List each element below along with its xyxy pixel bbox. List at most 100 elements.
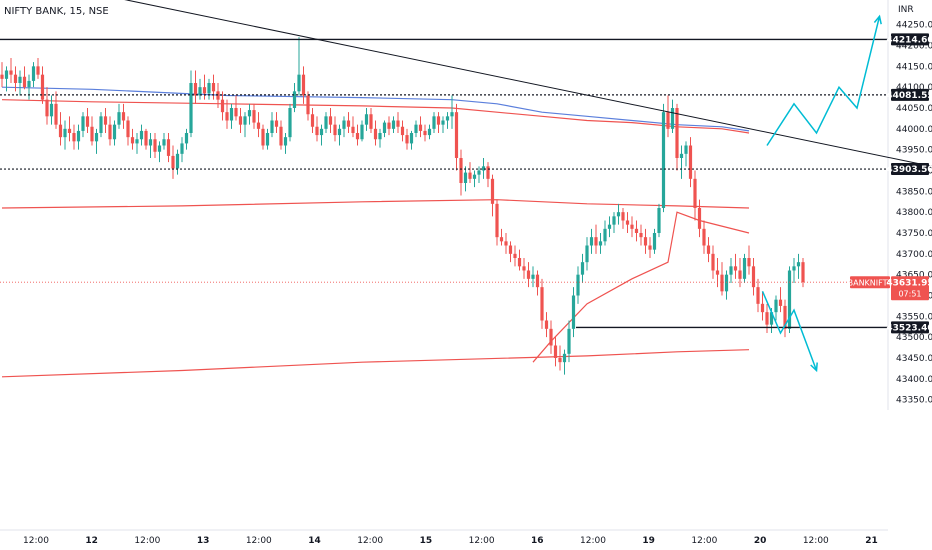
candle-body (648, 245, 652, 250)
candle-body (81, 116, 85, 131)
candle-body (441, 120, 445, 125)
current-price-label: 43631.95 (886, 278, 932, 288)
price-tick-label: 43450.00 (896, 354, 932, 364)
candle-body (598, 241, 603, 246)
candle-body (756, 287, 760, 304)
candle-body (504, 241, 508, 246)
candle-body (67, 128, 72, 133)
candle-body (733, 266, 738, 271)
candle-body (166, 139, 171, 156)
candle-body (103, 116, 108, 125)
level-badge-label: 43903.50 (886, 165, 932, 175)
candle-body (738, 270, 742, 279)
time-tick-label: 12 (85, 536, 98, 546)
price-tick-label: 44200.00 (896, 42, 932, 52)
candle-body (607, 224, 612, 229)
symbol-tag-label: BANKNIFTY (848, 278, 893, 287)
candle-body (499, 237, 504, 242)
candle-body (324, 116, 328, 129)
candle-body (774, 299, 778, 313)
time-tick-label: 12:00 (246, 536, 272, 546)
candle-body (724, 274, 729, 292)
candle-body (387, 122, 391, 129)
candle-body (9, 70, 13, 75)
candle-body (684, 145, 688, 154)
time-tick-label: 20 (754, 536, 767, 546)
trendline (124, 0, 932, 167)
time-tick-label: 16 (531, 536, 544, 546)
candle-body (184, 133, 189, 144)
price-tick-label: 44250.00 (896, 21, 932, 31)
candle-body (76, 130, 81, 142)
candle-body (94, 133, 99, 142)
candle-body (477, 170, 481, 175)
candle-body (580, 262, 585, 275)
candle-body (513, 253, 517, 258)
candle-body (40, 74, 45, 100)
candle-body (328, 116, 333, 125)
candle-body (526, 270, 531, 279)
candle-body (333, 124, 337, 136)
candle-body (229, 108, 234, 121)
candle-body (553, 345, 558, 358)
candle-body (445, 116, 450, 121)
candle-body (58, 124, 63, 138)
time-tick-label: 14 (308, 536, 321, 546)
ema-red-fast (532, 211, 750, 363)
candle-body (490, 178, 495, 204)
time-tick-label: 12:00 (357, 536, 383, 546)
candle-body (585, 245, 589, 263)
candle-body (135, 139, 139, 144)
candles (0, 37, 805, 375)
candle-body (351, 126, 355, 133)
candle-body (27, 80, 31, 88)
candle-body (63, 128, 67, 138)
candle-body (22, 76, 27, 88)
candle-body (459, 158, 463, 183)
price-tick-label: 43700.00 (896, 250, 932, 260)
candle-body (198, 87, 202, 96)
time-tick-label: 15 (420, 536, 433, 546)
candle-body (652, 233, 657, 250)
candle-body (454, 112, 459, 158)
candle-body (139, 130, 144, 140)
candle-body (346, 120, 351, 127)
price-axis: 44250.00 44200.00 44150.00 44100.00 44050.00… (896, 21, 932, 406)
candle-body (382, 122, 387, 133)
candle-body (517, 258, 522, 267)
candle-body (279, 126, 283, 146)
price-badges: 44214.60 44081.55 43903.50 43523.40 BANKNIFT… (848, 33, 932, 334)
candle-body (162, 139, 166, 146)
candle-body (36, 66, 40, 75)
candle-body (697, 208, 702, 229)
candle-body (144, 130, 148, 146)
price-tick-label: 43950.00 (896, 146, 932, 156)
currency-label: INR (898, 5, 914, 15)
time-tick-label: 12:00 (580, 536, 606, 546)
price-tick-label: 43650.00 (896, 271, 932, 281)
level-badge-label: 44214.60 (886, 36, 932, 46)
candle-body (535, 274, 540, 288)
candle-body (90, 126, 94, 142)
candle-body (463, 172, 468, 183)
candle-body (288, 108, 292, 138)
candle-body (216, 91, 220, 100)
candle-body (171, 155, 175, 169)
candle-body (355, 133, 360, 140)
candle-body (549, 328, 553, 346)
time-tick-label: 12:00 (134, 536, 160, 546)
candle-body (126, 120, 130, 138)
candle-body (472, 174, 477, 179)
candle-body (720, 274, 724, 292)
price-tick-label: 43550.00 (896, 312, 932, 322)
candle-body (243, 116, 247, 125)
candle-body (72, 133, 76, 142)
candle-body (225, 112, 229, 121)
price-tick-label: 43850.00 (896, 187, 932, 197)
candle-body (337, 128, 342, 136)
price-tick-label: 44050.00 (896, 104, 932, 114)
plot-background (0, 0, 888, 530)
countdown-label: 07:51 (898, 290, 921, 299)
candle-body (544, 320, 549, 329)
